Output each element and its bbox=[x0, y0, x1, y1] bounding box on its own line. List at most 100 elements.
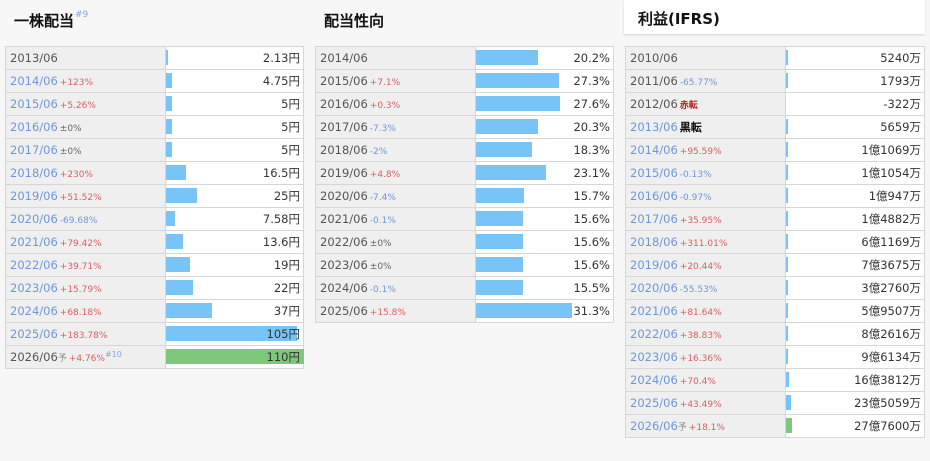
year-label[interactable]: 2025/06 bbox=[10, 327, 58, 341]
year-cell: 2019/06 +20.44% bbox=[625, 253, 786, 277]
table-row: 2016/06 -0.97% 1億947万 bbox=[625, 184, 926, 208]
year-label[interactable]: 2022/06 bbox=[10, 258, 58, 272]
value-text: 3億2760万 bbox=[861, 281, 921, 295]
year-label[interactable]: 2025/06 bbox=[630, 396, 678, 410]
value-cell: 5円 bbox=[164, 92, 305, 116]
value-cell: 7.58円 bbox=[164, 207, 305, 231]
value-cell: 8億2616万 bbox=[784, 322, 926, 346]
table-row: 2015/06 +5.26% 5円 bbox=[5, 92, 305, 116]
value-text: 19円 bbox=[273, 258, 300, 272]
year-label[interactable]: 2024/06 bbox=[630, 373, 678, 387]
value-cell: 3億2760万 bbox=[784, 276, 926, 300]
value-bar bbox=[165, 96, 172, 111]
footnote-link[interactable]: #9 bbox=[75, 10, 89, 20]
forecast-mark: 予 bbox=[57, 354, 67, 364]
value-bar bbox=[785, 165, 788, 180]
year-label[interactable]: 2015/06 bbox=[630, 166, 678, 180]
year-label[interactable]: 2014/06 bbox=[630, 143, 678, 157]
value-bar bbox=[785, 211, 788, 226]
year-label[interactable]: 2017/06 bbox=[10, 143, 58, 157]
value-bar bbox=[475, 303, 572, 318]
change-label: ±0% bbox=[59, 147, 82, 157]
year-cell: 2014/06 +123% bbox=[5, 69, 166, 93]
year-label[interactable]: 2026/06 bbox=[630, 419, 678, 433]
value-text: 20.3% bbox=[573, 120, 610, 134]
year-label[interactable]: 2019/06 bbox=[10, 189, 58, 203]
value-cell: 105円 bbox=[164, 322, 305, 346]
value-text: 5659万 bbox=[880, 120, 921, 134]
value-cell: 5240万 bbox=[784, 46, 926, 70]
year-label[interactable]: 2016/06 bbox=[10, 120, 58, 134]
table-row: 2011/06 -65.77% 1793万 bbox=[625, 69, 926, 93]
year-label: 2025/06 bbox=[320, 304, 368, 318]
year-label[interactable]: 2016/06 bbox=[630, 189, 678, 203]
forecast-mark: 予 bbox=[677, 423, 687, 433]
year-label[interactable]: 2015/06 bbox=[10, 97, 58, 111]
value-cell: 6億1169万 bbox=[784, 230, 926, 254]
year-cell: 2018/06 -2% bbox=[315, 138, 476, 162]
year-cell: 2023/06 +16.36% bbox=[625, 345, 786, 369]
change-label: +123% bbox=[59, 78, 94, 88]
year-cell: 2020/06 -55.53% bbox=[625, 276, 786, 300]
change-label: -0.1% bbox=[369, 285, 396, 295]
value-text: 37円 bbox=[273, 304, 300, 318]
year-cell: 2014/06 bbox=[315, 46, 476, 70]
value-text: 7.58円 bbox=[262, 212, 300, 226]
year-cell: 2014/06 +95.59% bbox=[625, 138, 786, 162]
value-bar bbox=[785, 142, 788, 157]
year-cell: 2025/06 +43.49% bbox=[625, 391, 786, 415]
value-cell: 18.3% bbox=[474, 138, 615, 162]
value-bar bbox=[785, 73, 788, 88]
value-text: 15.6% bbox=[573, 212, 610, 226]
value-bar bbox=[785, 326, 788, 341]
year-label[interactable]: 2018/06 bbox=[10, 166, 58, 180]
table-row: 2024/06 +68.18% 37円 bbox=[5, 299, 305, 323]
year-label[interactable]: 2018/06 bbox=[630, 235, 678, 249]
year-label[interactable]: 2023/06 bbox=[630, 350, 678, 364]
change-label: +4.8% bbox=[369, 170, 401, 180]
year-cell: 2019/06 +51.52% bbox=[5, 184, 166, 208]
value-text: 15.6% bbox=[573, 235, 610, 249]
table-row: 2012/06 赤転 -322万 bbox=[625, 92, 926, 116]
year-cell: 2010/06 bbox=[625, 46, 786, 70]
year-label: 2022/06 bbox=[320, 235, 368, 249]
year-cell: 2017/06 ±0% bbox=[5, 138, 166, 162]
change-label: +43.49% bbox=[679, 400, 722, 410]
year-label[interactable]: 2017/06 bbox=[630, 212, 678, 226]
value-bar bbox=[165, 349, 304, 364]
table-row: 2014/06 20.2% bbox=[315, 46, 615, 70]
change-label: -0.13% bbox=[679, 170, 712, 180]
table-row: 2017/06 +35.95% 1億4882万 bbox=[625, 207, 926, 231]
year-cell: 2015/06 -0.13% bbox=[625, 161, 786, 185]
year-label[interactable]: 2019/06 bbox=[630, 258, 678, 272]
footnote-link[interactable]: #10 bbox=[104, 350, 122, 359]
change-label: +39.71% bbox=[59, 262, 102, 272]
value-cell: 16億3812万 bbox=[784, 368, 926, 392]
value-cell: 7億3675万 bbox=[784, 253, 926, 277]
change-label: +230% bbox=[59, 170, 94, 180]
table-row: 2023/06 ±0% 15.6% bbox=[315, 253, 615, 277]
table-row: 2020/06 -55.53% 3億2760万 bbox=[625, 276, 926, 300]
year-label[interactable]: 2021/06 bbox=[630, 304, 678, 318]
year-label[interactable]: 2023/06 bbox=[10, 281, 58, 295]
value-text: 20.2% bbox=[573, 51, 610, 65]
profit-table: 2010/06 5240万 2011/06 -65.77% 1793万 2012/06 赤転… bbox=[625, 46, 926, 438]
year-label[interactable]: 2020/06 bbox=[10, 212, 58, 226]
value-cell: 19円 bbox=[164, 253, 305, 277]
value-cell: 27.3% bbox=[474, 69, 615, 93]
table-row: 2023/06 +16.36% 9億6134万 bbox=[625, 345, 926, 369]
value-bar bbox=[475, 142, 532, 157]
year-label[interactable]: 2020/06 bbox=[630, 281, 678, 295]
value-text: 27.3% bbox=[573, 74, 610, 88]
year-cell: 2016/06 -0.97% bbox=[625, 184, 786, 208]
table-row: 2016/06 ±0% 5円 bbox=[5, 115, 305, 139]
year-label[interactable]: 2021/06 bbox=[10, 235, 58, 249]
year-label[interactable]: 2014/06 bbox=[10, 74, 58, 88]
year-label[interactable]: 2013/06 bbox=[630, 120, 678, 134]
table-row: 2022/06 +38.83% 8億2616万 bbox=[625, 322, 926, 346]
year-label: 2023/06 bbox=[320, 258, 368, 272]
value-text: -322万 bbox=[883, 97, 921, 111]
year-label[interactable]: 2022/06 bbox=[630, 327, 678, 341]
change-label: +68.18% bbox=[59, 308, 102, 318]
year-label[interactable]: 2024/06 bbox=[10, 304, 58, 318]
